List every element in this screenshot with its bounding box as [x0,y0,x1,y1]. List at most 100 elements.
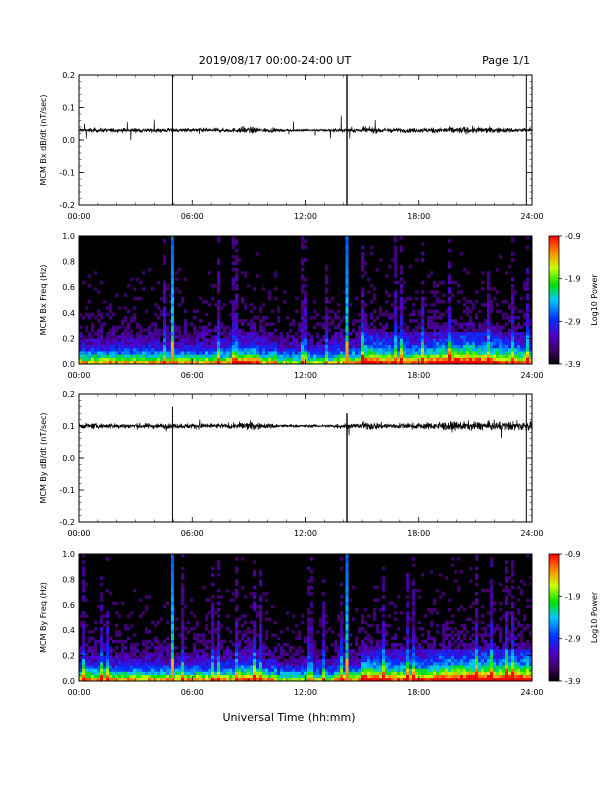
spectrogram-cell [166,646,170,650]
spectrogram-cell [238,617,242,621]
spectrogram-cell [226,338,230,342]
spectrogram-cell [283,677,287,682]
spectrogram-cell [523,335,527,339]
spectrogram-cell [358,658,362,663]
spectrogram-cell [181,607,185,612]
spectrogram-cell [496,341,500,346]
spectrogram-cell [163,306,167,310]
spectrogram-cell [427,351,431,355]
spectrogram-cell [103,649,107,653]
spectrogram-cell [250,303,254,307]
spectrogram-cell [493,328,497,333]
spectrogram-cell [520,325,524,330]
spectrogram-cell [289,351,293,355]
spectrogram-cell [226,344,230,349]
spectrogram-cell [466,344,470,349]
spectrogram-cell [271,655,275,660]
spectrogram-cell [130,348,134,352]
spike-cell [345,335,349,339]
spectrogram-cell [178,354,182,358]
spectrogram-cell [184,652,188,656]
spectrogram-cell [145,328,149,333]
spectrogram-cell [496,303,500,307]
spectrogram-cell [370,357,374,362]
spectrogram-cell [472,348,476,352]
spectrogram-cell [442,322,446,326]
spectrogram-cell [388,661,392,666]
spectrogram-cell [268,357,272,362]
spectrogram-cell [277,309,281,314]
spectrogram-cell [451,642,455,647]
spectrogram-cell [496,328,500,333]
spectrogram-cell [301,245,305,250]
spectrogram-cell [232,357,236,362]
spectrogram-cell [454,665,458,669]
spectrogram-cell [268,665,272,669]
spectrogram-cell [139,614,143,618]
spectrogram-cell [475,592,479,596]
spectrogram-cell [391,357,395,362]
spectrogram-cell [283,674,287,679]
spectrogram-cell [217,563,221,567]
spectrogram-cell [229,598,233,602]
spectrogram-cell [487,322,491,326]
spectrogram-cell [484,338,488,342]
spectrogram-cell [457,357,461,362]
y-tick-label: 0.2 [62,390,75,399]
spectrogram-cell [433,344,437,349]
spectrogram-cell [241,341,245,346]
spectrogram-cell [430,636,434,641]
spectrogram-cell [421,303,425,307]
spectrogram-cell [400,649,404,653]
spectrogram-cell [448,633,452,637]
spectrogram-cell [274,357,278,362]
spectrogram-cell [448,357,452,362]
spectrogram-cell [325,328,329,333]
spectrogram-cell [415,341,419,346]
spectrogram-cell [436,335,440,339]
spectrogram-cell [190,627,194,631]
spectrogram-cell [94,674,98,679]
spectrogram-cell [184,338,188,342]
spectrogram-cell [340,332,344,336]
spectrogram-cell [313,665,317,669]
spectrogram-cell [109,636,113,641]
spectrogram-cell [469,335,473,339]
spectrogram-cell [376,655,380,660]
spike-cell [345,351,349,355]
spectrogram-cell [229,332,233,336]
panel-1: 0.20.10.0-0.1-0.200:00 06:00 12:00 18:00 24:… [39,71,544,221]
spectrogram-cell [490,348,494,352]
spectrogram-cell [229,341,233,346]
spectrogram-cell [430,665,434,669]
spectrogram-cell [445,576,449,580]
spectrogram-cell [127,652,131,656]
spectrogram-cell [442,325,446,330]
spectrogram-cell [529,357,533,362]
spectrogram-cell [361,328,365,333]
spectrogram-cell [169,646,173,650]
spectrogram-cell [154,354,158,358]
spectrogram-cell [463,671,467,675]
spectrogram-cell [181,360,185,365]
spectrogram-cell [373,658,377,663]
spectrogram-cell [307,627,311,631]
spectrogram-cell [364,335,368,339]
spectrogram-cell [190,661,194,666]
spectrogram-cell [295,665,299,669]
spectrogram-cell [319,322,323,326]
spectrogram-cell [193,633,197,637]
spectrogram-cell [475,677,479,682]
spectrogram-cell [370,344,374,349]
spectrogram-cell [394,674,398,679]
spectrogram-cell [202,668,206,672]
spectrogram-cell [211,617,215,621]
spectrogram-cell [256,344,260,349]
spectrogram-cell [268,293,272,298]
spectrogram-cell [451,293,455,298]
spectrogram-cell [436,316,440,320]
spectrogram-cell [448,306,452,310]
spectrogram-cell [481,665,485,669]
spectrogram-cell [262,671,266,675]
spectrogram-cell [199,677,203,682]
